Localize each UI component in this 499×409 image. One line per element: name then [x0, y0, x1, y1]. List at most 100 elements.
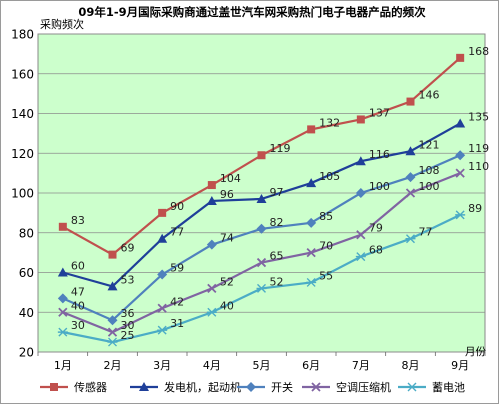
- x-tick-label: 2月: [104, 359, 122, 372]
- data-label: 42: [170, 295, 184, 308]
- data-label: 96: [220, 188, 234, 201]
- legend-marker: [311, 382, 321, 392]
- x-tick-label: 7月: [352, 359, 370, 372]
- data-label: 59: [170, 261, 184, 274]
- data-point: [356, 115, 365, 124]
- data-point: [455, 150, 466, 161]
- data-label: 97: [270, 186, 284, 199]
- data-label: 104: [220, 172, 241, 185]
- data-point: [405, 188, 416, 198]
- series-1: 83 69 90 104 119 132 137 146 168: [58, 45, 489, 259]
- data-label: 100: [419, 180, 440, 193]
- data-point: [57, 267, 68, 277]
- data-label: 119: [468, 142, 489, 155]
- x-tick-label: 5月: [253, 359, 271, 372]
- data-point: [405, 146, 416, 156]
- data-label: 52: [220, 275, 234, 288]
- data-point: [58, 222, 67, 231]
- legend-marker: [50, 383, 58, 391]
- x-tick-label: 3月: [153, 359, 171, 372]
- data-point: [257, 151, 266, 160]
- data-label: 116: [369, 148, 390, 161]
- data-point: [256, 283, 267, 293]
- data-point: [405, 172, 416, 183]
- data-point: [406, 97, 415, 106]
- legend-item: 传感器: [40, 381, 107, 394]
- x-tick-label: 6月: [302, 359, 320, 372]
- y-tick-label: 80: [19, 226, 34, 240]
- data-point: [455, 210, 466, 220]
- data-point: [456, 53, 465, 62]
- y-tick-label: 180: [11, 28, 34, 42]
- data-point: [107, 337, 118, 347]
- data-point: [306, 178, 317, 188]
- data-label: 31: [170, 317, 184, 330]
- data-point: [58, 307, 68, 317]
- data-label: 146: [419, 89, 440, 102]
- data-point: [107, 327, 118, 337]
- legend-label: 空调压缩机: [336, 380, 391, 394]
- data-point: [157, 233, 168, 243]
- data-point: [207, 181, 216, 190]
- data-point: [256, 257, 267, 268]
- data-point: [455, 168, 465, 178]
- y-tick-label: 60: [19, 266, 34, 280]
- chart-title: 09年1-9月国际采购商通过盖世汽车网采购热门电子电器产品的频次: [78, 5, 426, 19]
- data-label: 74: [220, 232, 234, 245]
- data-label: 52: [270, 275, 284, 288]
- data-label: 135: [468, 110, 489, 123]
- data-label: 47: [71, 285, 85, 298]
- data-label: 60: [71, 260, 85, 273]
- data-point: [206, 307, 217, 317]
- y-tick-label: 120: [11, 147, 34, 161]
- data-label: 108: [419, 164, 440, 177]
- data-label: 137: [369, 106, 390, 119]
- legend-item: 发电机，起动机: [130, 380, 241, 394]
- data-point: [256, 193, 267, 203]
- data-label: 30: [121, 319, 135, 332]
- legend-marker: [246, 382, 256, 392]
- data-point: [206, 195, 217, 205]
- data-point: [306, 247, 316, 258]
- legend: 传感器 发电机，起动机 开关 空调压缩机 蓄电池: [40, 380, 465, 394]
- data-point: [158, 208, 167, 217]
- data-label: 119: [270, 142, 291, 155]
- y-axis-ticks: 20 40 60 80 100 120 140 160 180: [11, 28, 34, 360]
- data-label: 85: [319, 210, 333, 223]
- data-label: 79: [369, 222, 383, 235]
- data-point: [206, 239, 217, 250]
- data-point: [355, 188, 366, 198]
- data-label: 36: [121, 307, 135, 320]
- x-tick-label: 1月: [54, 359, 72, 372]
- data-point: [307, 125, 316, 134]
- legend-item: 蓄电池: [398, 381, 465, 394]
- y-tick-label: 20: [19, 346, 34, 360]
- data-label: 55: [319, 269, 333, 282]
- data-point: [306, 217, 317, 228]
- legend-label: 蓄电池: [432, 381, 465, 394]
- x-tick-label: 9月: [451, 359, 469, 372]
- series-2: 60 53 77 96 97 105 116 121 135: [57, 110, 489, 291]
- data-point: [108, 250, 117, 259]
- legend-label: 开关: [271, 380, 293, 394]
- data-label: 40: [220, 299, 234, 312]
- data-label: 105: [319, 170, 340, 183]
- data-point: [157, 303, 167, 313]
- data-point: [256, 223, 267, 234]
- y-tick-label: 160: [11, 67, 34, 81]
- data-label: 65: [270, 250, 284, 263]
- legend-label: 发电机，起动机: [164, 380, 241, 394]
- data-point: [355, 156, 366, 166]
- data-point: [57, 293, 68, 304]
- data-point: [405, 234, 416, 244]
- data-label: 168: [468, 45, 489, 58]
- series-3: 47 36 59 74 82 85 100 108 119: [57, 142, 489, 326]
- data-label: 132: [319, 116, 340, 129]
- x-tick-label: 4月: [203, 359, 221, 372]
- data-label: 83: [71, 214, 85, 227]
- data-label: 110: [468, 160, 489, 173]
- data-label: 30: [71, 319, 85, 332]
- data-point: [107, 281, 118, 291]
- data-point: [107, 315, 118, 326]
